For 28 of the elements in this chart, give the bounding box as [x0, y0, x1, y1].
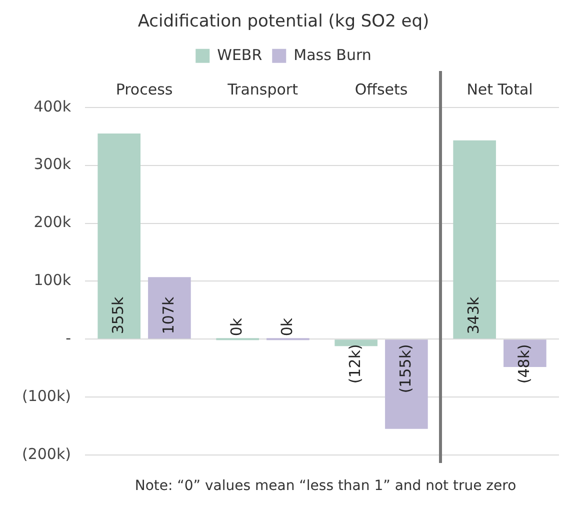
y-tick-label: 400k [34, 97, 72, 116]
y-tick-label: 300k [34, 155, 72, 174]
legend-label: WEBR [217, 46, 262, 64]
y-tick-label: (200k) [22, 444, 72, 463]
data-label: 355k [108, 296, 127, 334]
legend-label: Mass Burn [294, 46, 372, 64]
x-tick-label: Offsets [354, 80, 408, 98]
data-label: 343k [464, 296, 482, 334]
text: Note: “0” values mean “less than 1” and not true zero [134, 478, 518, 494]
bar [334, 340, 378, 346]
x-tick-label: Process [116, 80, 173, 98]
data-label: 0k [227, 318, 246, 336]
x-tick-label: Net Total [466, 80, 533, 98]
data-label: 107k [159, 296, 178, 334]
data-label: (48k) [514, 344, 533, 384]
bar [148, 277, 191, 339]
y-tick-label: 100k [34, 271, 72, 290]
bar [453, 140, 496, 339]
y-tick-label: (100k) [22, 386, 72, 405]
chart-title: Acidification potential (kg SO2 eq) [138, 12, 430, 32]
y-tick-label: - [66, 329, 72, 348]
data-label: (155k) [396, 344, 414, 394]
y-tick-label: 200k [34, 213, 72, 232]
bar [98, 133, 140, 339]
bar [385, 340, 428, 429]
data-label: 0k [278, 318, 296, 336]
x-tick-label: Transport [226, 80, 298, 98]
data-label: (12k) [346, 344, 364, 384]
